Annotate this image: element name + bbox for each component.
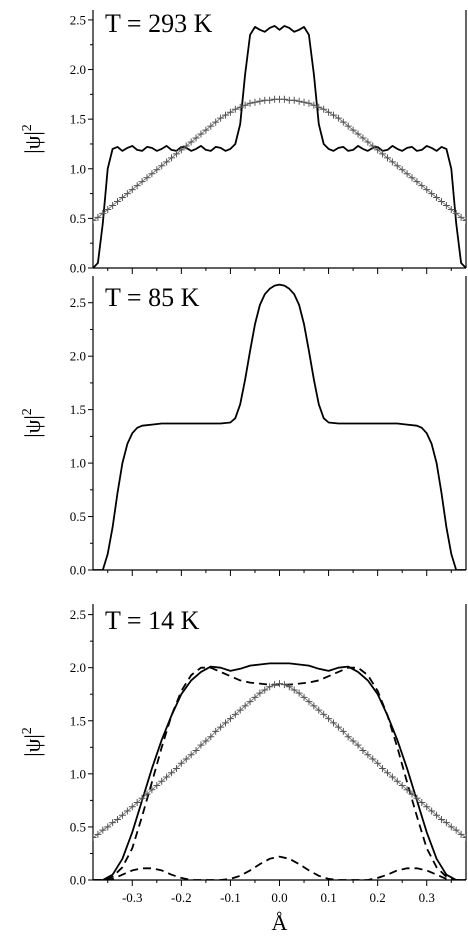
x-tick-label: -0.3 xyxy=(122,890,143,905)
y-axis-label-main: |ψ| xyxy=(20,734,45,757)
y-tick-label: 0.5 xyxy=(70,211,86,226)
x-tick-label: 0.2 xyxy=(370,890,386,905)
series-solid-line xyxy=(93,26,466,268)
cross-marker xyxy=(325,109,332,116)
x-tick-label: 0.1 xyxy=(320,890,336,905)
series-crosses-line xyxy=(93,684,466,838)
y-tick-label: 1.0 xyxy=(70,456,86,471)
y-tick-label: 2.0 xyxy=(70,62,86,77)
panel-1: 0.0 0.5 1.0 1.5 2.0 2.5 |ψ|2 T = 293 K xyxy=(20,9,468,276)
cross-marker xyxy=(301,99,308,106)
y-axis-label-main: |ψ| xyxy=(20,131,45,154)
cross-marker xyxy=(222,112,229,119)
cross-marker xyxy=(90,834,97,841)
cross-marker xyxy=(291,686,298,693)
y-axis-label-sup: 2 xyxy=(20,727,35,734)
cross-marker xyxy=(256,98,263,105)
y-tick-label: 2.5 xyxy=(70,295,86,310)
cross-marker xyxy=(227,109,234,116)
y-tick-label: 1.5 xyxy=(70,112,86,127)
y-tick-label: 2.5 xyxy=(70,12,86,27)
cross-marker xyxy=(261,686,268,693)
series-dashed-line xyxy=(93,668,466,880)
cross-marker xyxy=(276,680,283,687)
cross-marker xyxy=(330,112,337,119)
x-tick-label: 0.0 xyxy=(271,890,287,905)
series-crosses-line xyxy=(93,99,466,220)
y-tick-label: 2.0 xyxy=(70,349,86,364)
series-solid-line xyxy=(93,285,466,570)
cross-marker xyxy=(281,96,288,103)
y-axis-label: |ψ|2 xyxy=(20,408,45,438)
y-tick-label: 2.0 xyxy=(70,660,86,675)
series-solid-line xyxy=(93,663,466,880)
y-tick-label: 0.0 xyxy=(70,563,86,578)
panel-2: 0.0 0.5 1.0 1.5 2.0 2.5 |ψ|2 T = 85 K xyxy=(20,276,466,578)
y-axis-label-main: |ψ| xyxy=(20,415,45,438)
y-tick-label: 1.0 xyxy=(70,766,86,781)
series-crosses xyxy=(90,680,468,841)
series-crosses xyxy=(90,96,468,224)
cross-marker xyxy=(266,97,273,104)
series-dashed-line xyxy=(93,857,466,880)
y-tick-label: 1.5 xyxy=(70,402,86,417)
y-tick-label: 0.5 xyxy=(70,819,86,834)
x-tick-label: -0.2 xyxy=(171,890,192,905)
y-tick-label: 0.0 xyxy=(70,873,86,888)
x-tick-label: 0.3 xyxy=(419,890,435,905)
y-tick-label: 1.5 xyxy=(70,713,86,728)
y-axis-label-sup: 2 xyxy=(20,408,35,415)
y-axis-label-sup: 2 xyxy=(20,124,35,131)
x-axis-label: Å xyxy=(272,910,288,935)
cross-marker xyxy=(291,97,298,104)
y-tick-label: 0.5 xyxy=(70,509,86,524)
y-axis-label: |ψ|2 xyxy=(20,124,45,154)
panel-title: T = 14 K xyxy=(105,606,200,635)
panel-title: T = 85 K xyxy=(105,283,200,312)
panel-3: 0.0 0.5 1.0 1.5 2.0 2.5 |ψ|2 T = 14 K -0.3 -0.2 -0… xyxy=(20,604,468,935)
cross-marker xyxy=(251,99,258,106)
panel-title: T = 293 K xyxy=(105,9,213,38)
cross-marker xyxy=(463,217,468,224)
y-axis-label: |ψ|2 xyxy=(20,727,45,757)
cross-marker xyxy=(463,834,468,841)
y-tick-label: 1.0 xyxy=(70,161,86,176)
y-tick-label: 2.5 xyxy=(70,607,86,622)
cross-marker xyxy=(296,98,303,105)
y-tick-label: 0.0 xyxy=(70,261,86,276)
x-tick-label: -0.1 xyxy=(220,890,241,905)
